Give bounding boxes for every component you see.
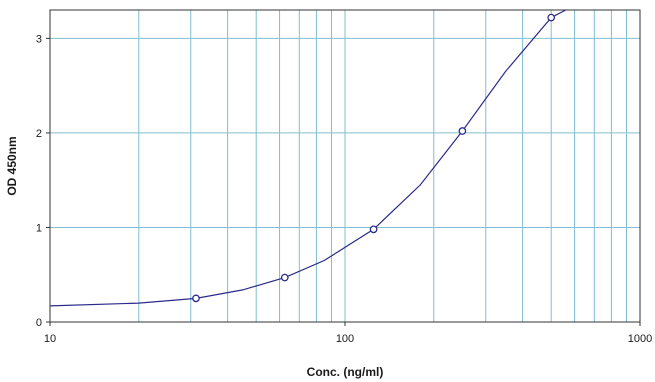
y-tick-label: 0 bbox=[36, 317, 42, 329]
x-axis-title: Conc. (ng/ml) bbox=[307, 365, 384, 379]
x-tick-label: 100 bbox=[336, 333, 354, 345]
y-tick-label: 1 bbox=[36, 222, 42, 234]
tick-labels: 0 1 2 3 10 100 1000 bbox=[36, 33, 652, 345]
y-tick-label: 2 bbox=[36, 128, 42, 140]
data-point bbox=[458, 127, 467, 135]
fitted-curve-line bbox=[49, 9, 566, 307]
axis-ticks bbox=[46, 37, 641, 326]
x-tick-label: 10 bbox=[44, 333, 56, 345]
x-tick-label: 1000 bbox=[628, 333, 652, 345]
data-point bbox=[280, 273, 289, 282]
data-point bbox=[369, 225, 378, 234]
grid bbox=[50, 10, 640, 322]
data-point bbox=[547, 13, 556, 22]
y-axis-title: OD 450nm bbox=[5, 136, 19, 195]
data-point bbox=[192, 294, 200, 303]
data-series bbox=[49, 9, 566, 307]
y-tick-label: 3 bbox=[36, 33, 42, 45]
